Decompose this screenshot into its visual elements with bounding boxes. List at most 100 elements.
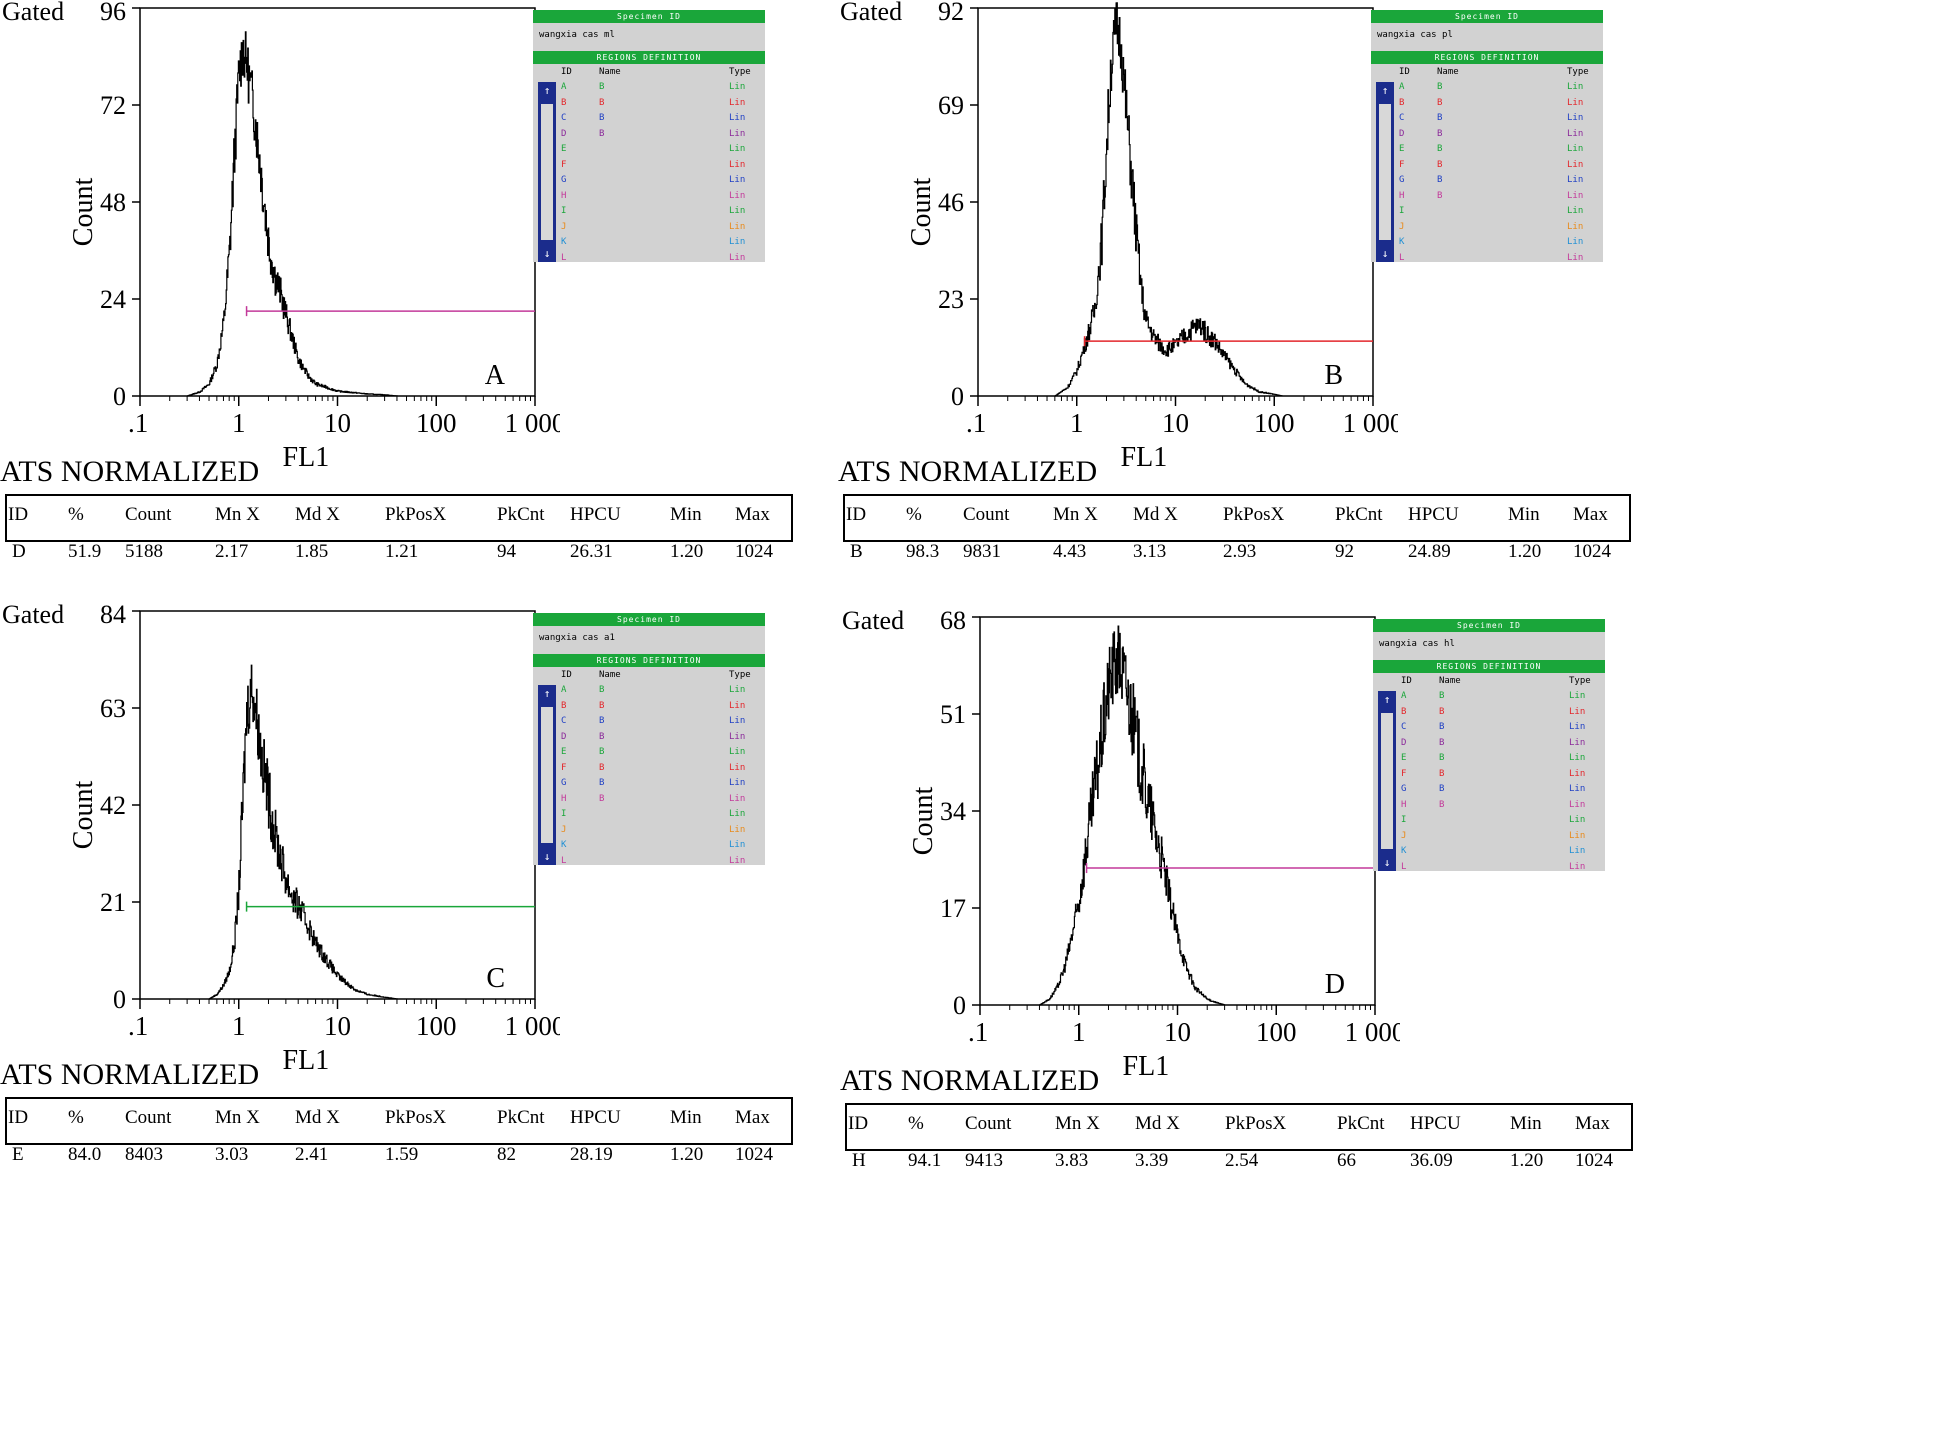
region-name: B <box>1439 722 1445 732</box>
regions-scrollbar[interactable]: ↑ ↓ <box>1376 82 1394 262</box>
scroll-down-icon[interactable]: ↓ <box>543 850 551 863</box>
stats-value-cell: 3.83 <box>1055 1150 1089 1171</box>
region-row: I Lin <box>1371 204 1603 220</box>
region-type: Lin <box>1569 691 1586 701</box>
regions-scrollbar[interactable]: ↑ ↓ <box>1378 691 1396 871</box>
scroll-up-icon[interactable]: ↑ <box>1381 84 1389 97</box>
stats-header-cell: Min <box>670 504 702 525</box>
stats-header-cell: Mn X <box>1055 1113 1100 1134</box>
region-name: B <box>599 82 605 92</box>
region-name: B <box>1437 128 1443 139</box>
stats-value-cell: 94.1 <box>908 1150 942 1171</box>
specimen-id-header: Specimen ID <box>1373 619 1605 632</box>
stats-value-cell: 1.59 <box>385 1144 419 1165</box>
y-tick-label: 48 <box>100 188 126 217</box>
x-tick-label: .1 <box>966 408 986 438</box>
region-name: B <box>1439 753 1445 763</box>
stats-header-cell: Md X <box>295 504 340 525</box>
scrollbar-track[interactable] <box>1379 104 1391 240</box>
specimen-id-header: Specimen ID <box>533 613 765 626</box>
region-id: L <box>561 855 567 866</box>
region-row: A B Lin <box>1371 80 1603 96</box>
region-row: A B Lin <box>1373 689 1605 705</box>
region-row: J Lin <box>1373 829 1605 845</box>
region-id: K <box>1399 237 1405 247</box>
ats-normalized-label: ATS NORMALIZED <box>0 1058 260 1091</box>
region-row: L Lin <box>1371 251 1603 267</box>
stats-value-cell: 1.85 <box>295 541 329 562</box>
x-tick-label: 1 000 <box>1345 1017 1400 1047</box>
x-tick-label: 100 <box>1254 408 1295 438</box>
region-type: Lin <box>729 128 746 139</box>
stats-value-cell: 26.31 <box>570 541 613 562</box>
scrollbar-track[interactable] <box>541 104 553 240</box>
scrollbar-track[interactable] <box>541 707 553 843</box>
scroll-down-icon[interactable]: ↓ <box>543 247 551 260</box>
region-type: Lin <box>1567 144 1584 154</box>
y-axis-title: Count <box>906 178 937 247</box>
region-name: B <box>1437 144 1443 154</box>
scroll-up-icon[interactable]: ↑ <box>543 84 551 97</box>
stats-value-cell: 3.13 <box>1133 541 1167 562</box>
region-row: B B Lin <box>533 96 765 112</box>
region-row: A B Lin <box>533 683 765 699</box>
region-row: J Lin <box>1371 220 1603 236</box>
region-type: Lin <box>1567 237 1584 247</box>
region-name <box>599 142 729 158</box>
col-id-header: ID <box>561 670 572 680</box>
region-row: B B Lin <box>533 699 765 715</box>
region-id: G <box>561 175 567 185</box>
stats-header-cell: PkCnt <box>497 1107 545 1128</box>
stats-header-cell: PkCnt <box>1337 1113 1385 1134</box>
histogram-panel-a: 0 24 48 72 Gated 96 Count .1 1 10 100 1 000 FL1 A Spec… <box>0 0 970 722</box>
regions-column-headers: ID Name Type <box>533 667 765 683</box>
histogram-series <box>187 31 398 397</box>
y-tick-label: 23 <box>938 285 964 314</box>
region-row: G B Lin <box>1371 173 1603 189</box>
region-row: F Lin <box>533 158 765 174</box>
scrollbar-track[interactable] <box>1381 713 1393 849</box>
region-type: Lin <box>1567 175 1584 185</box>
stats-value-cell: 84.0 <box>68 1144 102 1165</box>
regions-legend: Specimen ID wangxia cas a1 REGIONS DEFINIT… <box>533 613 765 866</box>
regions-column-headers: ID Name Type <box>533 64 765 80</box>
stats-value-cell: 1.20 <box>1510 1150 1544 1171</box>
histogram-series <box>1039 625 1226 1006</box>
y-tick-label: 0 <box>953 991 966 1020</box>
stats-value-cell: 5188 <box>125 541 163 562</box>
region-row: H B Lin <box>533 792 765 808</box>
regions-scrollbar[interactable]: ↑ ↓ <box>538 685 556 865</box>
scroll-down-icon[interactable]: ↓ <box>1381 247 1389 260</box>
region-id: B <box>1401 706 1407 717</box>
regions-column-headers: ID Name Type <box>1371 64 1603 80</box>
regions-definition-header: REGIONS DEFINITION <box>1371 51 1603 64</box>
region-type: Lin <box>729 747 746 757</box>
stats-header-cell: PkPosX <box>385 1107 447 1128</box>
y-max-label: 92 <box>938 0 964 26</box>
stats-value-cell: 66 <box>1337 1150 1356 1171</box>
region-type: Lin <box>1567 159 1584 170</box>
y-tick-label: 0 <box>113 382 126 411</box>
stats-value-cell: 1.21 <box>385 541 419 562</box>
scroll-down-icon[interactable]: ↓ <box>1383 856 1391 869</box>
region-name: B <box>599 793 605 804</box>
x-tick-label: 1 <box>232 1011 246 1041</box>
region-id: H <box>1401 799 1407 810</box>
region-type: Lin <box>729 793 746 804</box>
region-id: J <box>561 221 567 232</box>
region-row: L Lin <box>533 251 765 267</box>
region-name <box>599 204 729 220</box>
x-tick-label: 1 <box>232 408 246 438</box>
region-type: Lin <box>1569 737 1586 748</box>
stats-header-cell: Md X <box>295 1107 340 1128</box>
scroll-up-icon[interactable]: ↑ <box>543 687 551 700</box>
region-row: I Lin <box>533 807 765 823</box>
region-type: Lin <box>1569 753 1586 763</box>
stats-header-cell: Count <box>125 1107 172 1128</box>
regions-scrollbar[interactable]: ↑ ↓ <box>538 82 556 262</box>
region-row: H Lin <box>533 189 765 205</box>
stats-value-cell: D <box>12 541 26 562</box>
scroll-up-icon[interactable]: ↑ <box>1383 693 1391 706</box>
region-name: B <box>599 685 605 695</box>
region-type: Lin <box>1567 221 1584 232</box>
